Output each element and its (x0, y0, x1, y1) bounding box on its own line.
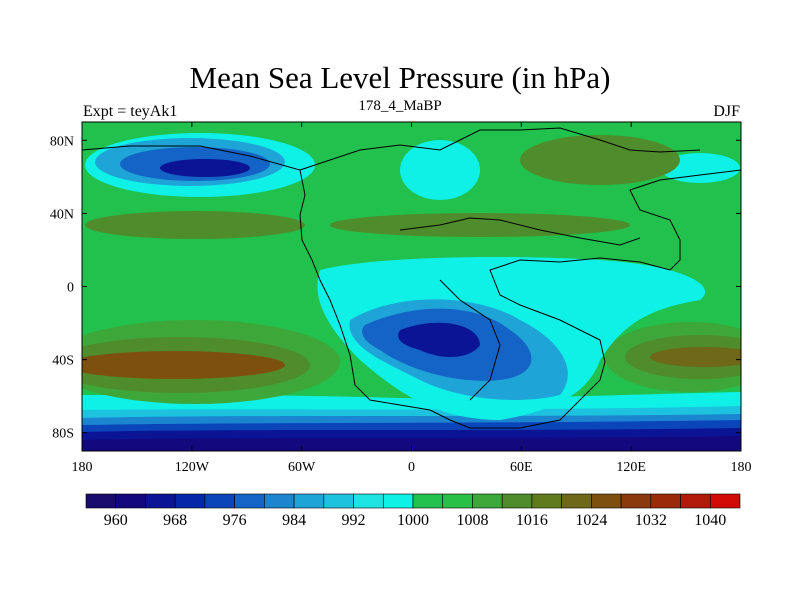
y-tick-label: 40N (50, 207, 74, 222)
colorbar-swatch (293, 493, 325, 509)
colorbar-swatch (85, 493, 117, 509)
colorbar-swatch (650, 493, 681, 509)
colorbar-label: 968 (163, 512, 187, 529)
x-tick-label: 60E (510, 460, 533, 475)
colorbar-swatch (234, 493, 265, 509)
colorbar-swatch (264, 493, 295, 509)
y-tick-label: 40S (52, 354, 74, 369)
tethys-coast (399, 217, 641, 246)
subtropical-ridge-west (85, 211, 305, 239)
tethys-high (520, 135, 680, 185)
x-axis: 180 120W 60W 0 60E 120E 180 (72, 122, 752, 475)
x-tick-label: 120E (616, 460, 646, 475)
y-tick-label: 0 (67, 281, 74, 296)
y-tick-label: 80S (52, 427, 74, 442)
colorbar-swatch (442, 493, 473, 509)
y-tick-label: 80N (50, 134, 74, 149)
tethys-low (400, 140, 480, 200)
colorbar-swatch (353, 493, 384, 509)
southern-band-6 (82, 436, 741, 451)
chart-title: Mean Sea Level Pressure (in hPa) (189, 60, 611, 95)
colorbar: 960 968 976 984 992 1000 1008 1016 1024 1032 1040 (85, 493, 741, 529)
experiment-label: Expt = teyAk1 (83, 103, 178, 120)
x-tick-label: 60W (288, 460, 316, 475)
colorbar-swatch (680, 493, 711, 509)
southern-high-west-max (82, 351, 285, 379)
colorbar-label: 1016 (516, 512, 548, 529)
colorbar-swatch (501, 493, 533, 509)
pangaea-east-coast (489, 169, 741, 363)
subtropical-ridge-east (330, 213, 630, 237)
interior-low-core (398, 322, 480, 357)
colorbar-swatch (472, 493, 503, 509)
colorbar-swatch (591, 493, 622, 509)
season-label: DJF (713, 103, 740, 120)
coastlines (82, 127, 741, 429)
colorbar-swatch (323, 493, 354, 509)
colorbar-label: 1024 (575, 512, 607, 529)
northern-low-core (160, 159, 250, 177)
colorbar-swatch (709, 493, 741, 509)
colorbar-label: 984 (282, 512, 306, 529)
time-label: 178_4_MaBP (358, 98, 442, 114)
colorbar-swatch (382, 493, 414, 509)
pangaea-west-coast (82, 145, 606, 429)
colorbar-swatch (561, 493, 592, 509)
north-coast (299, 127, 701, 171)
colorbar-swatch (204, 493, 235, 509)
colorbar-label: 976 (223, 512, 247, 529)
colorbar-label: 1032 (635, 512, 667, 529)
colorbar-swatch (412, 493, 444, 509)
colorbar-label: 1008 (456, 512, 488, 529)
northern-low-east (660, 153, 740, 183)
inner-boundary (439, 279, 501, 401)
colorbar-swatch (620, 493, 652, 509)
x-tick-label: 0 (408, 460, 415, 475)
colorbar-swatch (531, 493, 562, 509)
southern-high-east-max (650, 347, 741, 367)
x-tick-label: 180 (731, 460, 752, 475)
colorbar-swatch (145, 493, 176, 509)
colorbar-label: 1040 (694, 512, 726, 529)
x-tick-label: 120W (175, 460, 210, 475)
colorbar-swatch (174, 493, 206, 509)
colorbar-swatch (115, 493, 146, 509)
pressure-field (82, 122, 741, 451)
colorbar-label: 960 (104, 512, 128, 529)
colorbar-label: 992 (342, 512, 366, 529)
y-axis: 80N 40N 0 40S 80S (50, 134, 741, 442)
x-tick-label: 180 (72, 460, 93, 475)
colorbar-label: 1000 (397, 512, 429, 529)
